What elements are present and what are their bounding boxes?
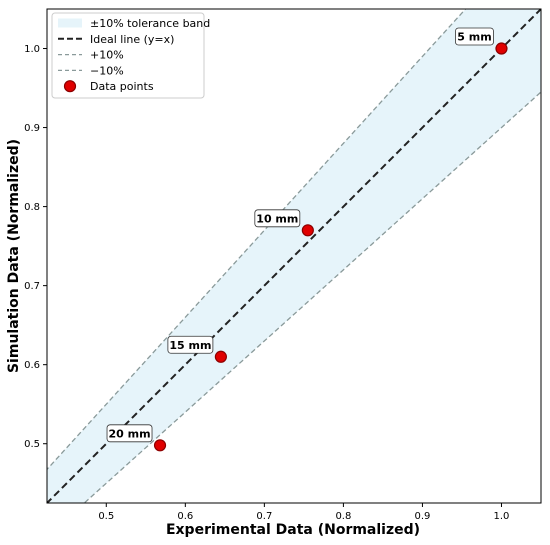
x-tick-label: 1.0 — [494, 511, 510, 522]
y-tick-label: 0.5 — [24, 439, 40, 450]
x-tick-label: 0.8 — [335, 511, 351, 522]
y-tick-label: 0.8 — [24, 202, 40, 213]
point-label-1: 5 mm — [455, 27, 494, 46]
legend-item-ideal: Ideal line (y=x) — [58, 33, 174, 46]
legend-label: −10% — [90, 64, 124, 77]
ideal-line — [47, 9, 541, 503]
x-tick-label: 0.9 — [414, 511, 430, 522]
data-point-1 — [495, 42, 508, 55]
legend-swatch-points — [63, 80, 77, 93]
legend-item-plus: +10% — [58, 49, 124, 62]
legend-frame — [51, 12, 205, 99]
legend-label: +10% — [90, 49, 124, 62]
data-point-3 — [214, 350, 227, 363]
tolerance-band-area — [47, 9, 541, 503]
point-labels-layer: 5 mm 10 mm 15 mm 20 mm — [106, 27, 494, 443]
legend-item-points: Data points — [63, 80, 154, 93]
axes-layer: 0.5 0.6 0.7 0.8 0.9 1.0 0.5 0.6 0.7 0.8 0.9 1.0 — [24, 8, 542, 522]
point-label-4: 20 mm — [106, 424, 153, 443]
x-tick-label: 0.6 — [177, 511, 193, 522]
minus-10-line — [83, 91, 541, 503]
data-points-layer — [153, 42, 508, 452]
reference-lines-layer — [47, 9, 541, 503]
point-label-text: 20 mm — [108, 427, 150, 440]
point-label-3: 15 mm — [167, 335, 214, 354]
plus-10-line — [47, 9, 467, 471]
point-label-box — [455, 27, 494, 46]
y-tick-label: 0.7 — [24, 281, 40, 292]
y-tick-label: 0.9 — [24, 123, 40, 134]
y-tick-label: 0.6 — [24, 360, 40, 371]
x-axis-label: Experimental Data (Normalized) — [166, 522, 420, 538]
point-label-box — [167, 335, 214, 354]
data-point-2 — [301, 224, 314, 237]
point-label-text: 5 mm — [457, 31, 491, 44]
point-label-text: 10 mm — [256, 212, 298, 225]
legend-item-band: ±10% tolerance band — [58, 17, 210, 30]
point-label-text: 15 mm — [169, 339, 211, 352]
tolerance-band-layer — [47, 9, 541, 503]
point-label-box — [106, 424, 153, 443]
legend-label: ±10% tolerance band — [90, 17, 210, 30]
y-axis-label: Simulation Data (Normalized) — [6, 139, 22, 373]
legend-swatch-band — [58, 18, 82, 28]
legend: ±10% tolerance band Ideal line (y=x) +10% −… — [51, 12, 210, 99]
point-label-box — [254, 209, 301, 228]
plot-frame — [46, 8, 542, 504]
legend-item-minus: −10% — [58, 64, 124, 77]
legend-label: Ideal line (y=x) — [90, 33, 174, 46]
x-tick-label: 0.7 — [256, 511, 272, 522]
x-tick-label: 0.5 — [98, 511, 114, 522]
point-label-2: 10 mm — [254, 209, 301, 228]
legend-label: Data points — [90, 80, 154, 93]
data-point-4 — [153, 439, 167, 452]
y-tick-label: 1.0 — [24, 44, 40, 55]
